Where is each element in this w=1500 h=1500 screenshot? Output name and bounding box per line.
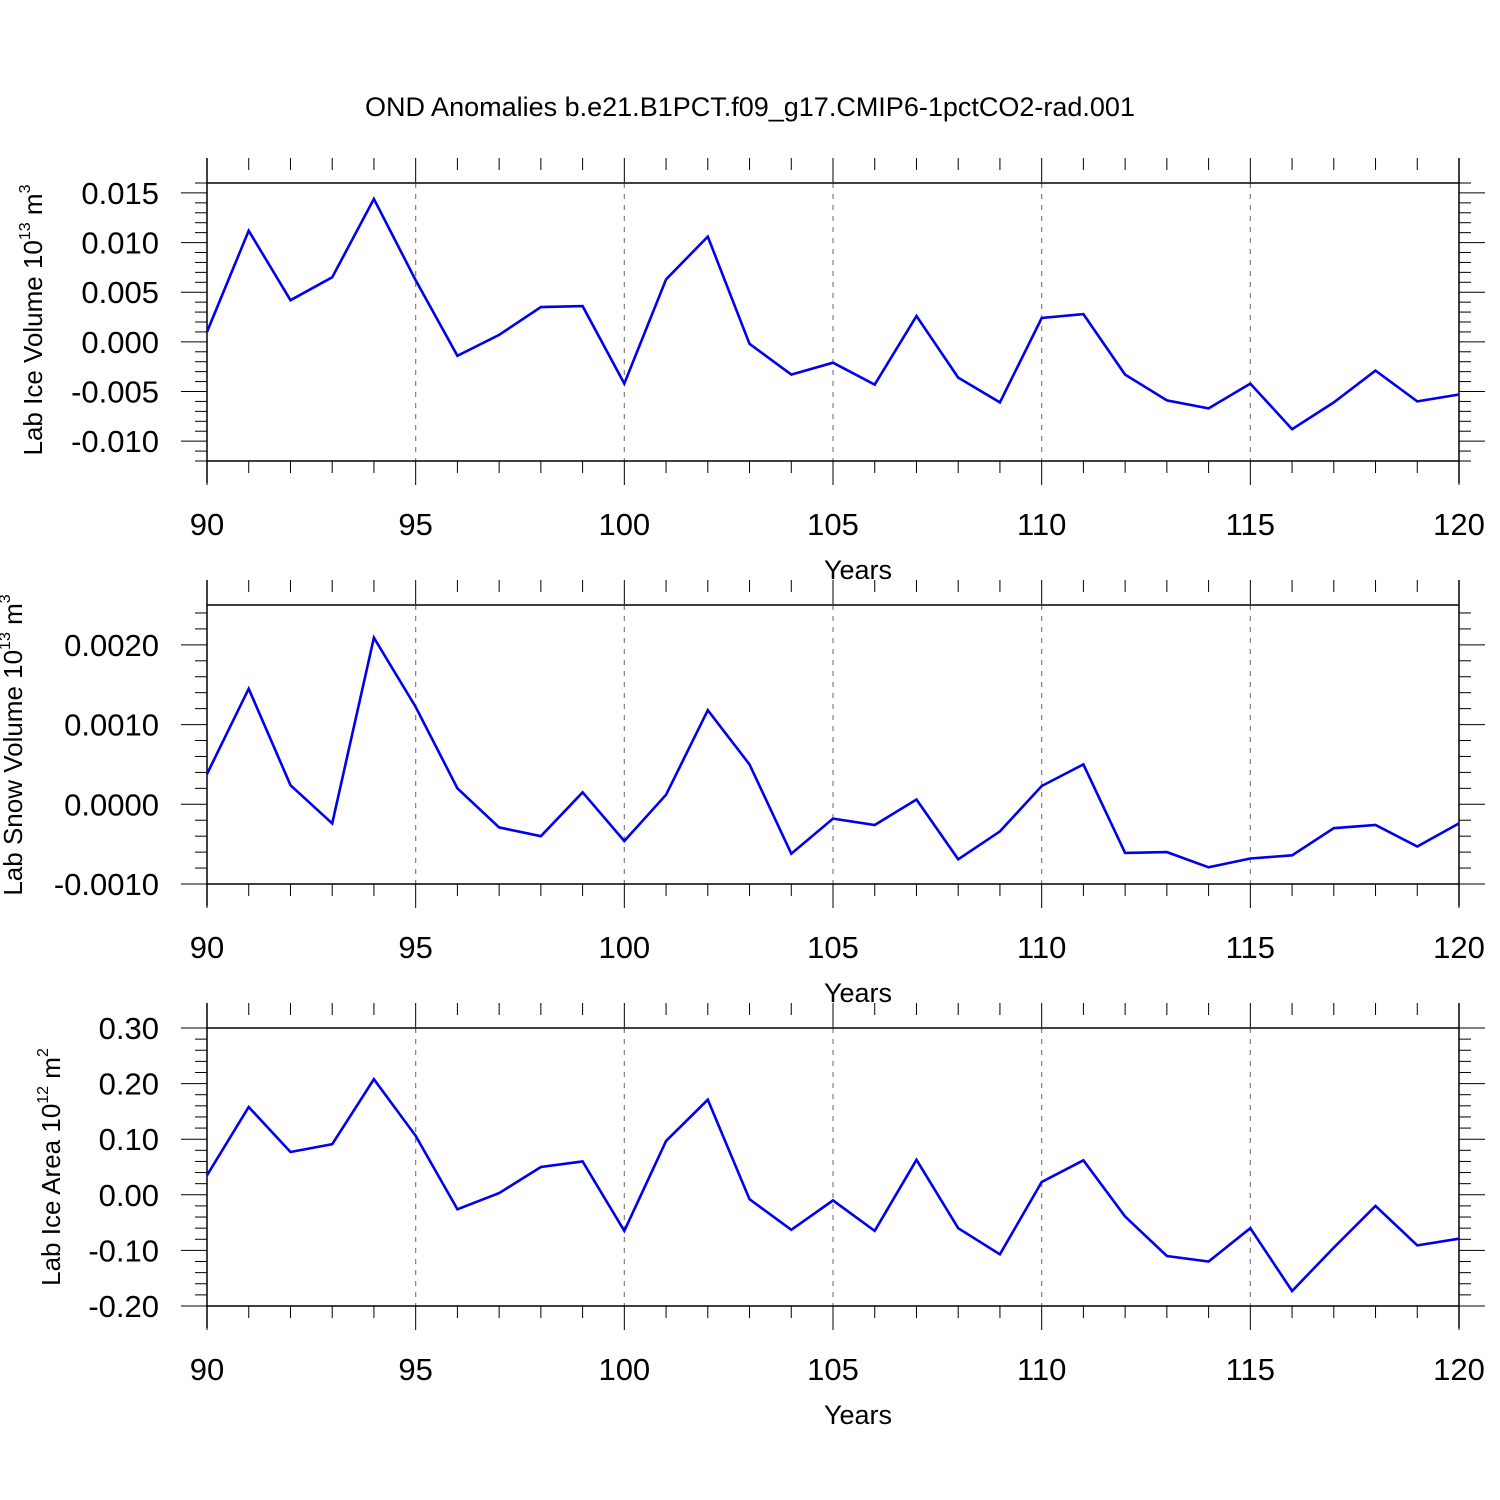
y-tick-label: 0.010 bbox=[81, 226, 159, 261]
x-tick-label: 105 bbox=[807, 1352, 859, 1387]
x-tick-label: 105 bbox=[807, 930, 859, 965]
y-tick-label: 0.00 bbox=[99, 1178, 159, 1213]
y-axis-label: Lab Ice Volume 1013 m3 bbox=[17, 184, 48, 455]
x-tick-label: 95 bbox=[398, 930, 432, 965]
y-tick-label: 0.005 bbox=[81, 275, 159, 310]
x-tick-label: 95 bbox=[398, 1352, 432, 1387]
chart-panel-1: 90 95 100 105 110 115 120 -0.010 -0.005 0.000 0.00… bbox=[17, 158, 1485, 585]
y-tick-label: 0.20 bbox=[99, 1067, 159, 1102]
x-axis-label: Years bbox=[824, 1400, 892, 1430]
y-tick-label: 0.0010 bbox=[64, 708, 159, 743]
y-tick-label: 0.0000 bbox=[64, 787, 159, 822]
x-tick-label: 90 bbox=[190, 507, 224, 542]
y-tick-label: -0.005 bbox=[71, 375, 159, 410]
chart-title: OND Anomalies b.e21.B1PCT.f09_g17.CMIP6-… bbox=[365, 92, 1135, 122]
x-axis-label: Years bbox=[824, 555, 892, 585]
x-tick-label: 100 bbox=[598, 930, 650, 965]
x-tick-label: 115 bbox=[1226, 1352, 1275, 1387]
x-tick-label: 115 bbox=[1226, 507, 1275, 542]
y-tick-label: -0.010 bbox=[71, 424, 159, 459]
x-tick-label: 95 bbox=[398, 507, 432, 542]
x-tick-label: 120 bbox=[1433, 507, 1485, 542]
x-tick-label: 110 bbox=[1017, 507, 1066, 542]
x-tick-label: 100 bbox=[598, 507, 650, 542]
x-tick-label: 120 bbox=[1433, 930, 1485, 965]
y-tick-label: 0.0020 bbox=[64, 628, 159, 663]
chart-panel-3: 90 95 100 105 110 115 120 -0.20 -0.10 0.00 0.10 0.2… bbox=[35, 1003, 1485, 1430]
chart-panel-2: 90 95 100 105 110 115 120 -0.0010 0.0000 0.0010 0.… bbox=[0, 580, 1485, 1008]
x-tick-label: 90 bbox=[190, 930, 224, 965]
x-tick-label: 115 bbox=[1226, 930, 1275, 965]
x-tick-label: 90 bbox=[190, 1352, 224, 1387]
x-tick-label: 110 bbox=[1017, 930, 1066, 965]
y-axis-label: Lab Ice Area 1012 m2 bbox=[35, 1048, 66, 1286]
x-tick-label: 100 bbox=[598, 1352, 650, 1387]
y-tick-label: -0.20 bbox=[88, 1289, 159, 1324]
y-tick-label: 0.000 bbox=[81, 325, 159, 360]
y-tick-label: -0.10 bbox=[88, 1233, 159, 1268]
x-tick-label: 120 bbox=[1433, 1352, 1485, 1387]
x-tick-label: 105 bbox=[807, 507, 859, 542]
x-axis-label: Years bbox=[824, 978, 892, 1008]
y-tick-label: 0.10 bbox=[99, 1122, 159, 1157]
y-tick-label: 0.015 bbox=[81, 176, 159, 211]
y-tick-label: -0.0010 bbox=[54, 867, 159, 902]
y-axis-label: Lab Snow Volume 1013 m3 bbox=[0, 594, 28, 895]
y-tick-label: 0.30 bbox=[99, 1011, 159, 1046]
x-tick-label: 110 bbox=[1017, 1352, 1066, 1387]
